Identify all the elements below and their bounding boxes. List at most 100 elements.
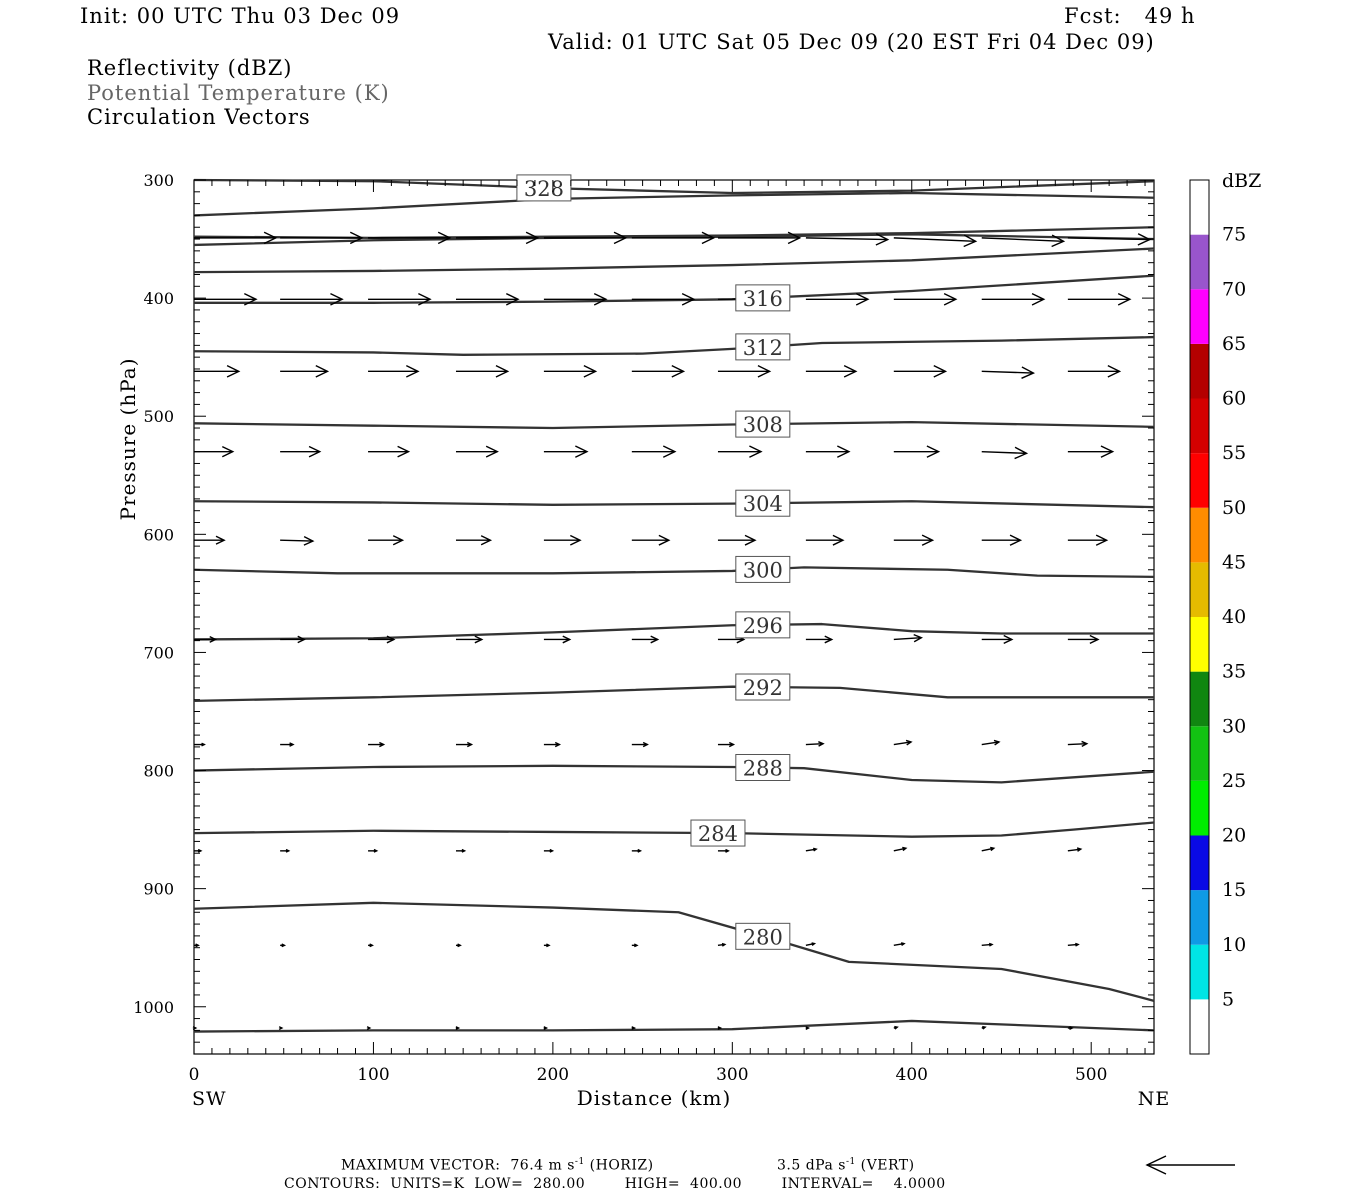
vector-head xyxy=(671,365,686,378)
contour-label-box xyxy=(516,174,572,202)
vector-head xyxy=(386,635,396,644)
vector-head xyxy=(1076,847,1083,852)
colorbar-label: 10 xyxy=(1222,934,1246,956)
y-tick-label: 700 xyxy=(143,643,174,662)
circulation-vector xyxy=(278,1026,284,1030)
vector-head xyxy=(701,231,716,245)
circulation-vector xyxy=(455,535,493,546)
vector-head xyxy=(1003,634,1014,645)
vector-head xyxy=(308,445,322,458)
circulation-vector xyxy=(893,534,935,546)
vector-head xyxy=(1117,293,1132,306)
circulation-vector xyxy=(805,942,817,947)
theta-contour xyxy=(193,420,1155,430)
vector-head xyxy=(201,742,206,747)
circulation-vector xyxy=(543,365,598,378)
vector-shaft xyxy=(893,237,976,243)
vector-head xyxy=(575,445,589,458)
circulation-vector xyxy=(1067,634,1100,645)
vector-shaft xyxy=(893,637,922,641)
theta-contour xyxy=(193,335,1155,356)
vector-head xyxy=(373,848,379,853)
circulation-vector xyxy=(194,231,278,245)
circulation-vector xyxy=(631,534,671,546)
circulation-vector xyxy=(1067,445,1115,458)
init-time: Init: 00 UTC Thu 03 Dec 09 xyxy=(80,4,401,28)
plot-border xyxy=(193,179,1155,1055)
reference-vector xyxy=(1145,1155,1235,1175)
circulation-vector xyxy=(631,635,660,644)
vector-head xyxy=(315,365,330,378)
vector-head xyxy=(549,848,555,853)
contour-label-text: 308 xyxy=(743,413,783,437)
vector-head xyxy=(457,943,462,948)
vector-head xyxy=(505,293,520,306)
theta-contour xyxy=(193,622,1154,641)
contour-label-text: 284 xyxy=(698,822,738,846)
circulation-vector xyxy=(280,445,322,458)
circulation-vector xyxy=(893,234,978,248)
vector-head xyxy=(728,741,736,748)
vector-shaft xyxy=(1067,742,1087,746)
colorbar-segment xyxy=(1190,343,1209,399)
contour-label-text: 300 xyxy=(743,558,783,582)
contour-label-box xyxy=(735,922,791,950)
contour-label: 304 xyxy=(735,489,791,517)
circulation-vector xyxy=(543,635,572,644)
y-tick-label: 900 xyxy=(143,880,174,899)
vector-shaft xyxy=(981,943,993,947)
vector-head xyxy=(543,1026,549,1030)
theta-contour xyxy=(193,901,1155,1002)
y-axis-label: Pressure (hPa) xyxy=(116,358,140,521)
vector-head xyxy=(813,847,818,852)
vector-head xyxy=(1069,1026,1074,1030)
vector-head xyxy=(990,846,996,852)
circulation-vector xyxy=(194,535,226,545)
vector-head xyxy=(209,636,218,643)
y-tick-label: 500 xyxy=(143,407,174,426)
y-tick-label: 600 xyxy=(143,525,174,544)
circulation-vector xyxy=(543,534,582,546)
colorbar-label: 15 xyxy=(1222,879,1246,901)
colorbar-label: 60 xyxy=(1222,388,1246,410)
circulation-vector xyxy=(280,742,295,747)
circulation-vector xyxy=(805,293,870,306)
circulation-vector xyxy=(631,848,643,853)
circulation-vector xyxy=(893,739,913,746)
vector-head xyxy=(900,942,906,947)
vector-shaft xyxy=(805,848,817,852)
vector-shaft xyxy=(805,237,888,241)
contour-label: 328 xyxy=(516,174,572,202)
colorbar-segment xyxy=(1190,562,1209,617)
vector-head xyxy=(1009,534,1023,546)
colorbar: 5 10 15 20 25 30 35 40 45 50 55 60 65 70 75 dBZ xyxy=(1189,170,1261,1055)
vector-head xyxy=(570,534,582,546)
circulation-vector xyxy=(805,445,851,458)
circulation-vector xyxy=(981,739,1001,746)
circulation-vector xyxy=(981,446,1029,460)
vector-head xyxy=(1031,293,1046,306)
circulation-vector xyxy=(893,1025,899,1030)
vector-head xyxy=(303,535,315,546)
vector-head xyxy=(1107,365,1122,378)
circulation-vector xyxy=(981,234,1066,248)
forecast-hour: Fcst: 49 h xyxy=(1064,4,1196,28)
vector-head xyxy=(744,534,757,546)
vector-head xyxy=(613,231,628,245)
circulation-vector xyxy=(805,365,858,378)
theta-contour xyxy=(193,178,1155,195)
vector-head xyxy=(988,942,994,947)
contour-label-text: 280 xyxy=(743,925,783,949)
vector-head xyxy=(366,1026,372,1030)
field-vectors-label: Circulation Vectors xyxy=(87,105,311,129)
circulation-vector xyxy=(455,231,540,245)
colorbar-segment xyxy=(1190,944,1209,1000)
circulation-vector xyxy=(366,1026,372,1030)
vector-head xyxy=(662,445,677,458)
theta-contour xyxy=(193,247,1155,274)
plot-frame xyxy=(193,179,1155,1055)
vector-shaft xyxy=(893,942,905,947)
colorbar-segment xyxy=(1190,234,1209,290)
contour-label-text: 316 xyxy=(743,287,783,311)
contour-label-box xyxy=(735,611,791,639)
